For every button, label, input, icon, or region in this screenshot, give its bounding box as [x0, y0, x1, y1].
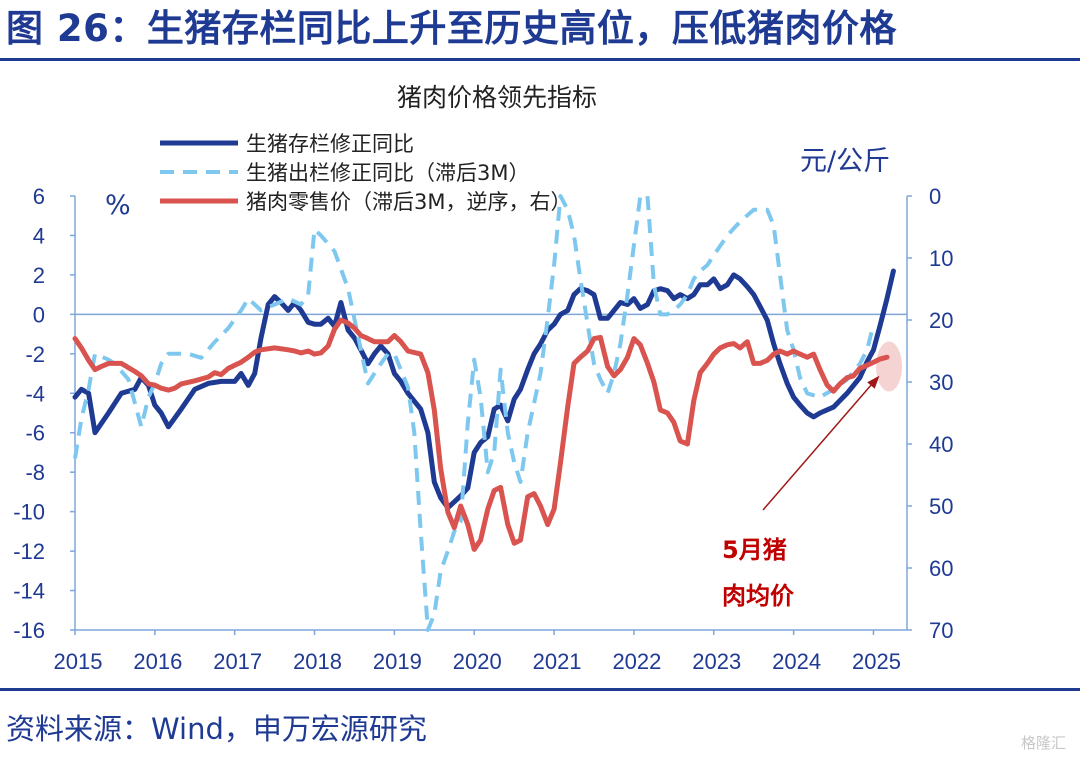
left-tick-label: -10: [13, 500, 45, 525]
left-tick-label: -6: [25, 421, 45, 446]
series-line-1: [72, 268, 896, 511]
right-tick-label: 0: [929, 184, 941, 209]
x-tick-label: 2021: [533, 649, 582, 674]
x-tick-label: 2016: [133, 649, 182, 674]
top-divider: [0, 58, 1080, 61]
legend-label-3: 猪肉零售价（滞后3M，逆序，右）: [246, 190, 571, 214]
series-line-2: [73, 194, 876, 632]
x-tick-label: 2022: [612, 649, 661, 674]
series-line-3: [72, 317, 890, 552]
left-tick-label: 6: [33, 184, 45, 209]
annotation-arrow-head: [867, 375, 880, 389]
x-tick-label: 2025: [852, 649, 901, 674]
latest-value-highlight: [876, 341, 903, 392]
x-tick-label: 2023: [692, 649, 741, 674]
legend-label-2: 生猪出栏修正同比（滞后3M）: [246, 161, 529, 185]
x-tick-label: 2015: [54, 649, 103, 674]
left-axis-unit: %: [105, 190, 131, 221]
x-tick-label: 2024: [772, 649, 821, 674]
x-tick-label: 2018: [293, 649, 342, 674]
bottom-divider: [0, 688, 1080, 691]
left-tick-label: -14: [13, 579, 45, 604]
chart: 猪肉价格领先指标6420-2-4-6-8-10-12-14-1601020304…: [13, 83, 953, 674]
left-tick-label: -2: [25, 342, 45, 367]
left-tick-label: -16: [13, 618, 45, 643]
figure-title: 图 26：生猪存栏同比上升至历史高位，压低猪肉价格: [6, 7, 897, 50]
source-note: 资料来源：Wind，申万宏源研究: [6, 712, 427, 746]
right-tick-label: 30: [929, 370, 953, 395]
x-tick-label: 2020: [453, 649, 502, 674]
right-tick-label: 10: [929, 246, 953, 271]
annotation-arrow-line: [762, 377, 879, 511]
left-tick-label: -8: [25, 460, 45, 485]
left-tick-label: 4: [33, 223, 45, 248]
left-tick-label: -4: [25, 381, 45, 406]
watermark: 格隆汇: [1020, 734, 1066, 752]
right-tick-label: 40: [929, 432, 953, 457]
legend-label-1: 生猪存栏修正同比: [246, 132, 414, 156]
left-tick-label: -12: [13, 539, 45, 564]
x-tick-label: 2019: [373, 649, 422, 674]
left-tick-label: 0: [33, 302, 45, 327]
right-axis-unit: 元/公斤: [800, 146, 890, 177]
x-tick-label: 2017: [213, 649, 262, 674]
left-tick-label: 2: [33, 263, 45, 288]
annotation-label-line-1: 5月猪: [722, 536, 787, 564]
chart-title: 猪肉价格领先指标: [397, 83, 597, 112]
right-tick-label: 70: [929, 618, 953, 643]
right-tick-label: 60: [929, 556, 953, 581]
right-tick-label: 50: [929, 494, 953, 519]
right-tick-label: 20: [929, 308, 953, 333]
annotation-label-line-2: 肉均价: [722, 582, 795, 610]
